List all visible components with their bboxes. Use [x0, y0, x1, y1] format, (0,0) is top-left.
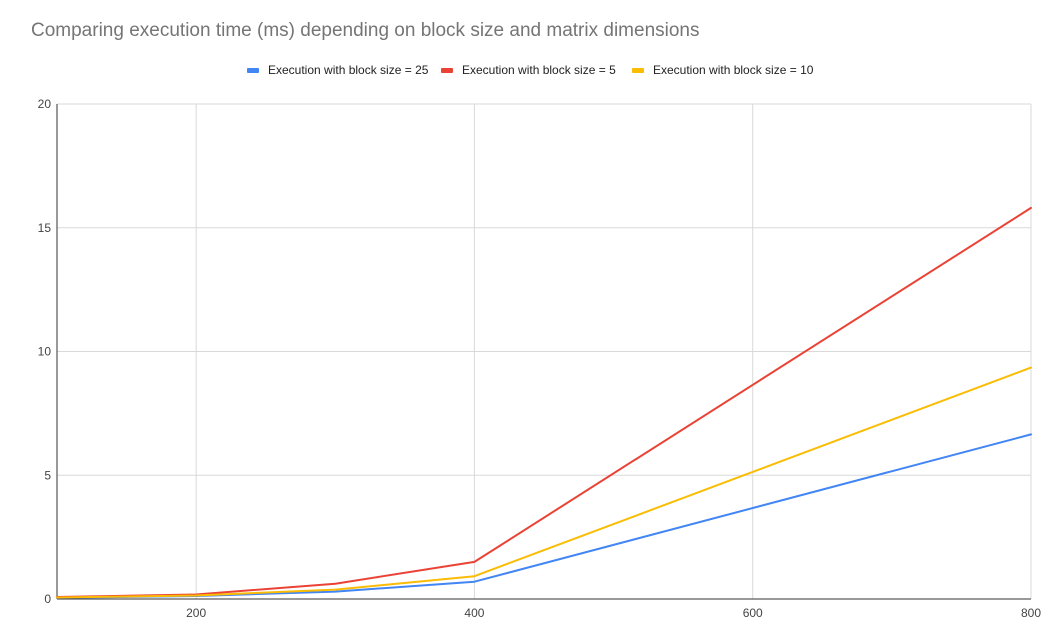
legend-label-block-5: Execution with block size = 5	[462, 63, 616, 77]
x-tick-label: 600	[743, 606, 763, 620]
legend-item-block-5[interactable]: Execution with block size = 5	[441, 62, 616, 78]
x-tick-label: 400	[464, 606, 484, 620]
legend-label-block-10: Execution with block size = 10	[653, 63, 814, 77]
legend-swatch-block-5	[441, 67, 453, 73]
series-lines	[56, 206, 1032, 599]
axes	[56, 104, 1031, 600]
y-tick-label: 5	[44, 468, 51, 482]
series-line-0[interactable]	[56, 433, 1032, 599]
series-line-1[interactable]	[56, 206, 1032, 598]
legend: Execution with block size = 25 Execution…	[0, 62, 1056, 78]
chart-title: Comparing execution time (ms) depending …	[31, 20, 700, 41]
legend-item-block-10[interactable]: Execution with block size = 10	[632, 62, 813, 78]
x-tick-label: 800	[1021, 606, 1041, 620]
y-tick-label: 20	[38, 97, 52, 111]
legend-item-block-25[interactable]: Execution with block size = 25	[247, 62, 428, 78]
legend-swatch-block-25	[247, 67, 259, 73]
legend-label-block-25: Execution with block size = 25	[268, 63, 429, 77]
y-tick-label: 10	[38, 345, 52, 359]
y-tick-label: 0	[44, 592, 51, 606]
x-tick-label: 200	[186, 606, 206, 620]
series-line-2[interactable]	[56, 366, 1032, 599]
y-tick-label: 15	[38, 221, 52, 235]
gridlines	[57, 103, 1032, 599]
legend-swatch-block-10	[632, 67, 644, 73]
tick-labels: 0 5 10 15 20 200 400 600 800	[38, 97, 1042, 620]
